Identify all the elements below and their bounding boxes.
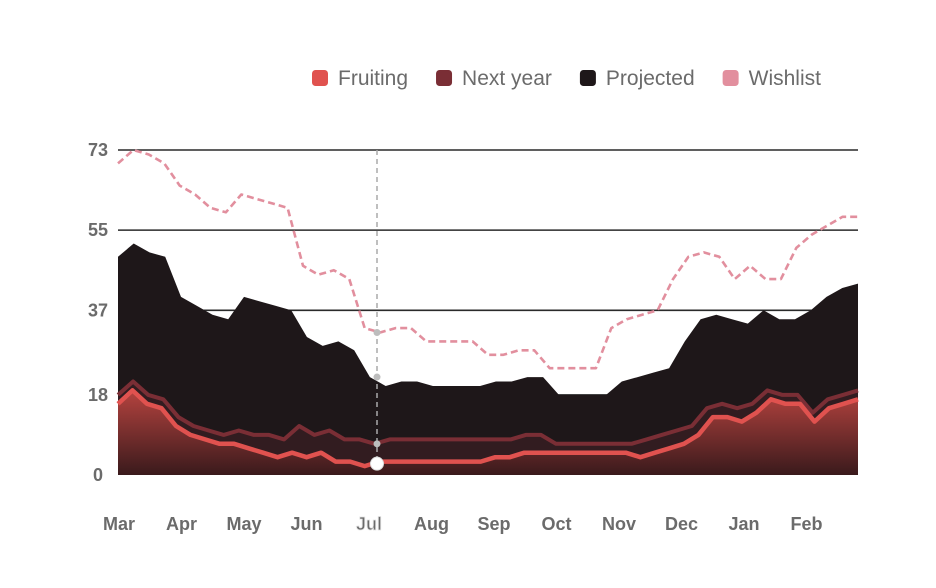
series-line-next-year	[116, 379, 859, 446]
legend-swatch	[436, 70, 453, 86]
x-tick-label: May	[226, 514, 261, 534]
x-tick-label: Mar	[103, 514, 135, 534]
x-tick-label: Oct	[541, 514, 571, 534]
y-tick-label: 37	[88, 300, 108, 320]
x-tick-label: Jul	[356, 514, 382, 534]
series-line-fruiting	[116, 388, 859, 469]
x-tick-label: Dec	[665, 514, 698, 534]
hover-marker-fruiting	[370, 456, 384, 471]
x-tick-label: Nov	[602, 514, 636, 534]
hover-marker-projected	[373, 373, 381, 381]
x-tick-label: Jun	[290, 514, 322, 534]
y-tick-label: 0	[93, 465, 103, 485]
series-line-wishlist	[117, 148, 858, 370]
legend-swatch	[312, 70, 328, 86]
y-tick-label: 55	[88, 220, 108, 240]
legend-label: Projected	[606, 67, 695, 90]
series-area-projected	[118, 243, 858, 475]
x-tick-label: Jan	[728, 514, 759, 534]
legend-swatch	[722, 70, 739, 86]
legend-swatch	[579, 70, 596, 86]
legend-label: Fruiting	[338, 67, 408, 90]
x-tick-label: Feb	[790, 514, 822, 534]
legend-label: Next year	[462, 67, 552, 90]
x-tick-label: Sep	[477, 514, 510, 534]
y-tick-label: 73	[88, 140, 108, 160]
legend-label: Wishlist	[749, 67, 821, 90]
y-tick-label: 18	[88, 385, 108, 405]
x-tick-label: Aug	[414, 514, 449, 534]
x-tick-label: Apr	[166, 514, 197, 534]
hover-marker-next-year	[373, 440, 381, 448]
series-area-fruiting	[118, 390, 858, 475]
hover-marker-wishlist	[373, 329, 381, 337]
